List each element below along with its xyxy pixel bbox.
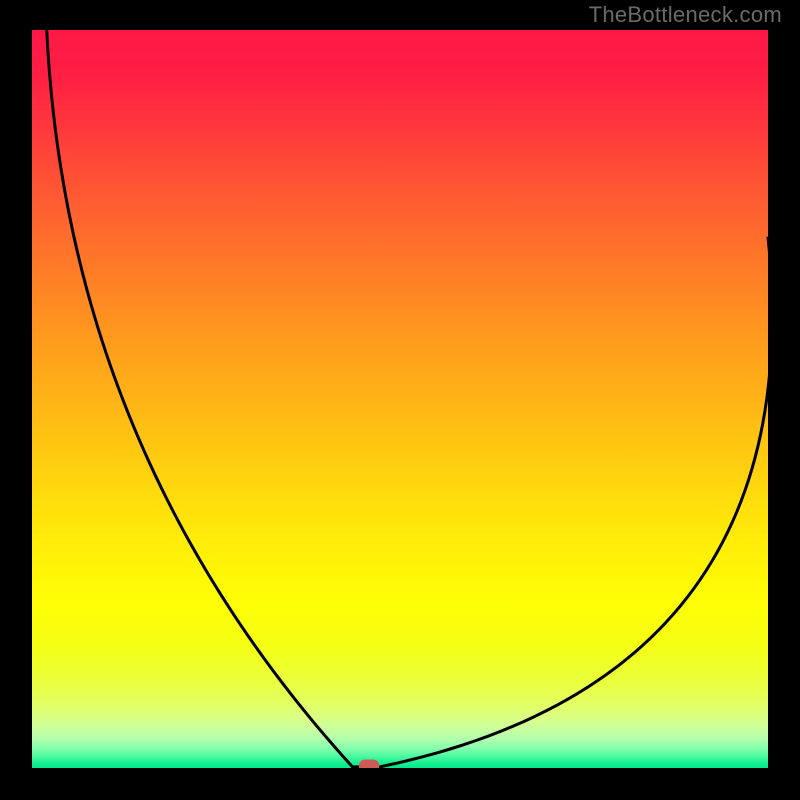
chart-root: TheBottleneck.com [0, 0, 800, 800]
plot-area [32, 30, 768, 768]
gradient-background [32, 30, 768, 768]
minimum-marker [359, 760, 380, 768]
watermark-text: TheBottleneck.com [589, 2, 782, 28]
